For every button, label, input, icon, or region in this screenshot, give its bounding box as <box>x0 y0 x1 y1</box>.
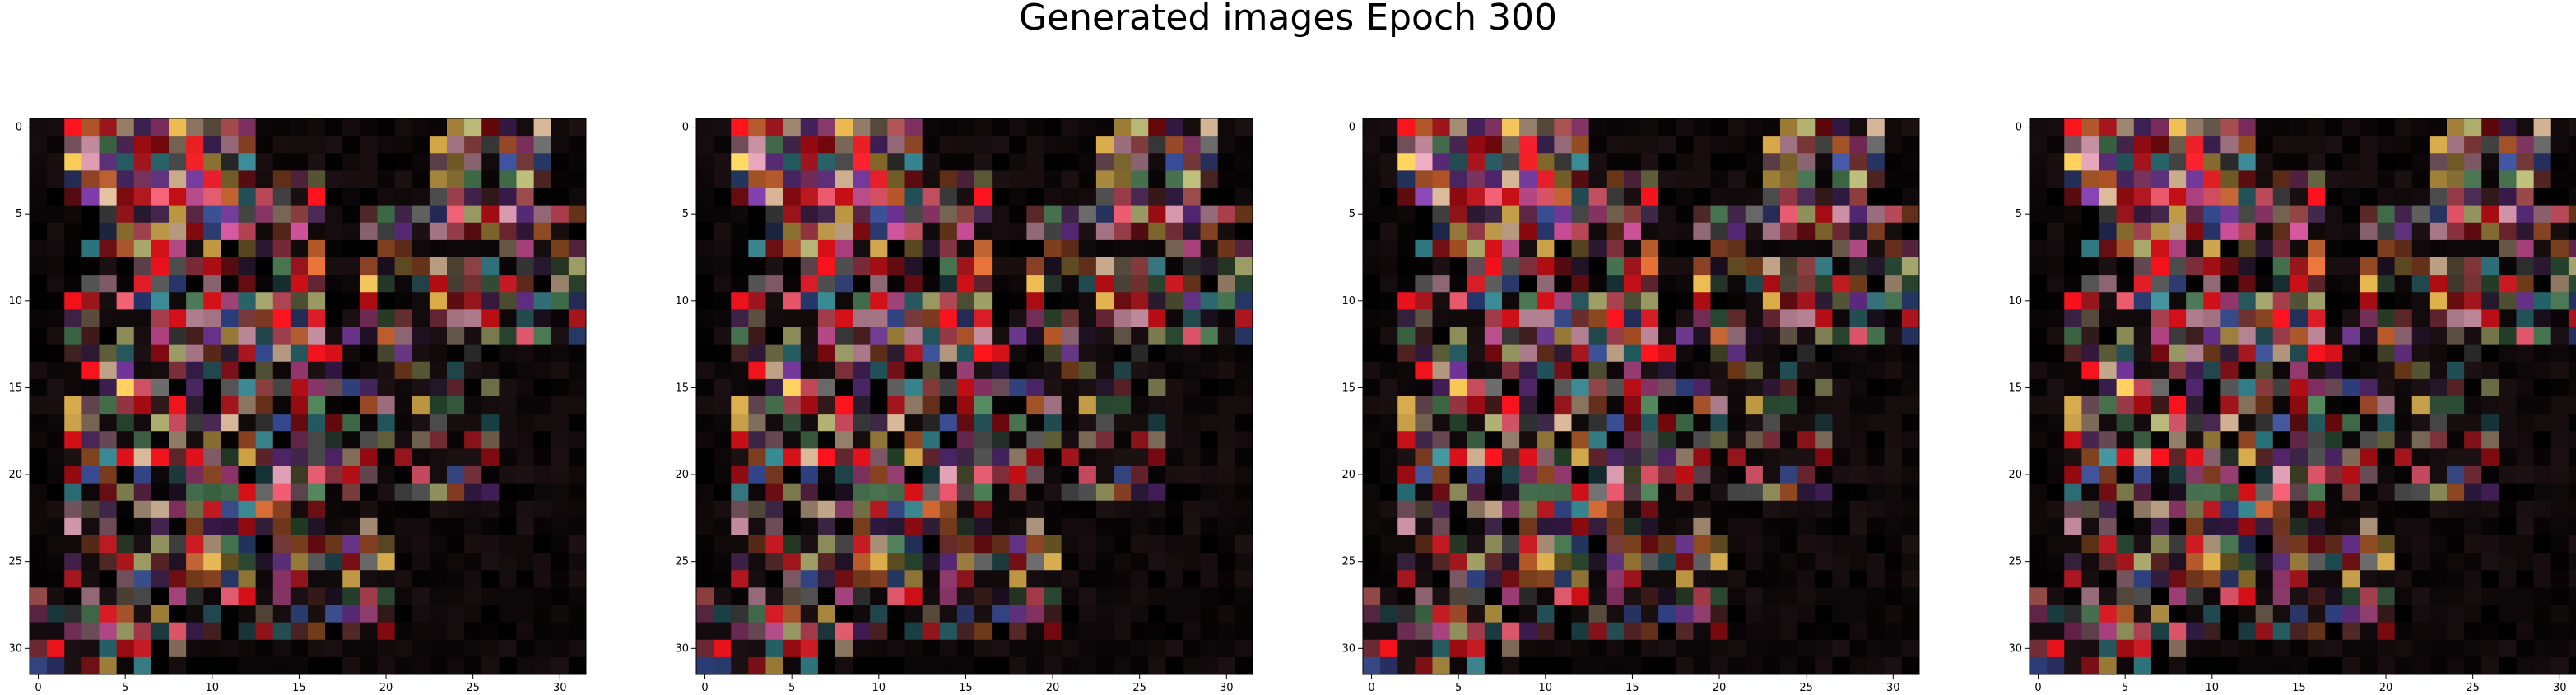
x-tick-label: 25 <box>466 682 480 694</box>
y-tick-label: 0 <box>2016 122 2022 134</box>
x-tick-label: 20 <box>1046 682 1060 694</box>
x-tick-label: 0 <box>35 682 41 694</box>
x-tick-label: 15 <box>2292 682 2306 694</box>
axes-frame <box>695 118 1253 675</box>
x-tick-label: 10 <box>872 682 886 694</box>
y-tick-label: 25 <box>2008 556 2022 568</box>
axes-frame <box>2029 118 2576 675</box>
image-plot-3: 0 5 10 15 20 25 30 0 5 10 15 20 25 30 <box>1341 118 1920 694</box>
x-tick-label: 25 <box>2466 682 2480 694</box>
y-tick-label: 15 <box>675 382 689 394</box>
y-tick-label: 15 <box>1341 382 1355 394</box>
x-tick-label: 15 <box>1625 682 1639 694</box>
x-tick-label: 5 <box>1455 682 1462 694</box>
y-tick-label: 20 <box>675 469 689 481</box>
y-tick-label: 20 <box>8 469 22 481</box>
x-tick-label: 10 <box>2206 682 2220 694</box>
y-tick-label: 30 <box>2008 642 2022 655</box>
y-tick-label: 25 <box>1341 556 1355 568</box>
x-tick-label: 0 <box>1368 682 1374 694</box>
pixel-grid <box>696 118 1253 675</box>
image-plot-1: 0 5 10 15 20 25 30 0 5 10 15 20 25 30 <box>8 118 587 694</box>
generated-image-panel-4: 0 5 10 15 20 25 30 0 5 10 15 20 25 30 <box>2000 118 2576 694</box>
pixel-grid <box>2030 118 2576 675</box>
x-tick-label: 20 <box>379 682 393 694</box>
y-tick-label: 10 <box>8 295 22 308</box>
x-tick-label: 30 <box>1886 682 1900 694</box>
x-tick-label: 10 <box>1539 682 1553 694</box>
generated-image-panel-2: 0 5 10 15 20 25 30 0 5 10 15 20 25 30 <box>667 118 1259 694</box>
x-tick-label: 10 <box>206 682 220 694</box>
x-tick-label: 5 <box>122 682 128 694</box>
y-tick-label: 10 <box>675 295 689 308</box>
y-tick-label: 20 <box>2008 469 2022 481</box>
x-tick-label: 30 <box>2553 682 2567 694</box>
image-plot-4: 0 5 10 15 20 25 30 0 5 10 15 20 25 30 <box>2008 118 2576 694</box>
x-tick-label: 20 <box>1713 682 1727 694</box>
y-tick-label: 20 <box>1341 469 1355 481</box>
x-tick-label: 25 <box>1799 682 1813 694</box>
axes-frame <box>29 118 587 675</box>
y-tick-label: 0 <box>16 122 22 134</box>
pixel-grid <box>30 118 587 675</box>
y-tick-label: 30 <box>1341 642 1355 655</box>
x-tick-label: 0 <box>701 682 708 694</box>
y-tick-label: 25 <box>8 556 22 568</box>
x-tick-label: 5 <box>788 682 795 694</box>
y-tick-label: 15 <box>8 382 22 394</box>
y-tick-label: 15 <box>2008 382 2022 394</box>
x-tick-label: 0 <box>2034 682 2041 694</box>
generated-image-panel-3: 0 5 10 15 20 25 30 0 5 10 15 20 25 30 <box>1333 118 1926 694</box>
x-tick-label: 20 <box>2379 682 2393 694</box>
y-tick-label: 0 <box>1349 122 1355 134</box>
pixel-grid <box>1363 118 1920 675</box>
generated-image-panel-1: 0 5 10 15 20 25 30 0 5 10 15 20 25 30 <box>0 118 593 694</box>
image-plot-2: 0 5 10 15 20 25 30 0 5 10 15 20 25 30 <box>675 118 1253 694</box>
y-tick-label: 5 <box>16 208 22 220</box>
x-tick-label: 15 <box>292 682 306 694</box>
y-tick-label: 10 <box>1341 295 1355 308</box>
y-tick-label: 30 <box>8 642 22 655</box>
y-tick-label: 5 <box>1349 208 1355 220</box>
y-tick-label: 5 <box>2016 208 2022 220</box>
x-tick-label: 5 <box>2122 682 2128 694</box>
x-tick-label: 25 <box>1132 682 1146 694</box>
y-tick-label: 10 <box>2008 295 2022 308</box>
x-tick-label: 15 <box>959 682 973 694</box>
x-tick-label: 30 <box>553 682 567 694</box>
y-tick-label: 5 <box>682 208 689 220</box>
y-tick-label: 30 <box>675 642 689 655</box>
y-tick-label: 0 <box>682 122 689 134</box>
figure-title: Generated images Epoch 300 <box>1018 0 1558 39</box>
axes-frame <box>1362 118 1920 675</box>
x-tick-label: 30 <box>1220 682 1234 694</box>
y-tick-label: 25 <box>675 556 689 568</box>
